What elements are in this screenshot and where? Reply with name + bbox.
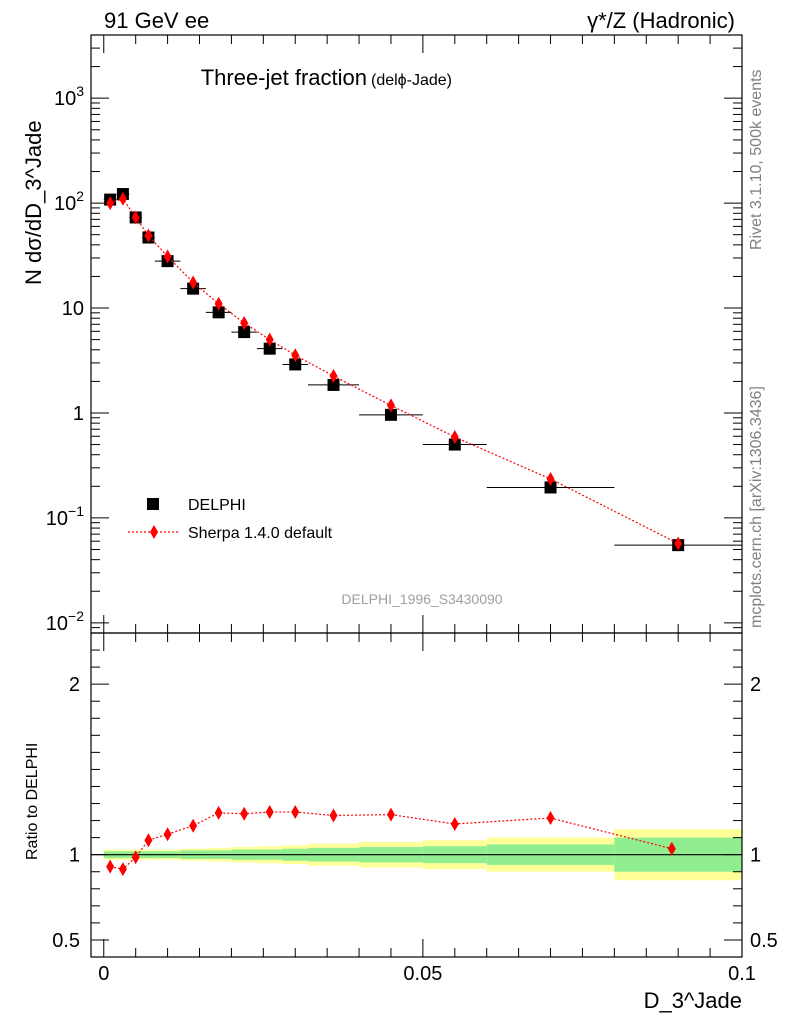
- main-y-tick-label: 102: [54, 188, 84, 215]
- ratio-y-tick-label-right: 0.5: [750, 930, 778, 952]
- ratio-sherpa-point: [291, 805, 300, 820]
- ratio-sherpa-point: [189, 818, 198, 833]
- main-y-tick-label: 10: [62, 298, 84, 320]
- ratio-sherpa-point: [214, 805, 223, 820]
- legend-marker-sherpa: [150, 525, 158, 539]
- rivet-version-label: Rivet 3.1.10, 500k events: [748, 69, 765, 250]
- legend: DELPHI Sherpa 1.4.0 default: [128, 497, 333, 542]
- sherpa-data-point: [106, 196, 115, 211]
- ratio-sherpa-point: [131, 850, 140, 865]
- sherpa-data-point: [189, 275, 198, 290]
- delphi-data-point: [212, 306, 225, 319]
- x-tick-label: 0.05: [403, 963, 442, 985]
- ratio-sherpa-point: [450, 816, 459, 831]
- main-frame: [90, 34, 743, 634]
- sherpa-data-point: [118, 191, 127, 206]
- delphi-data-point: [384, 408, 397, 421]
- sherpa-data-point: [131, 210, 140, 225]
- ratio-y-tick-label: 0.5: [52, 930, 80, 952]
- ratio-sherpa-point: [667, 841, 676, 856]
- ratio-sherpa-point: [546, 811, 555, 826]
- ratio-sherpa-point: [386, 807, 395, 822]
- legend-label-delphi: DELPHI: [188, 497, 246, 514]
- sherpa-data-point: [214, 296, 223, 311]
- ratio-y-tick-label: 1: [69, 845, 80, 867]
- ratio-x-ticks: 0 0.05 0.1: [98, 633, 756, 985]
- main-y-axis-label-text: N dσ/dD_3^Jade: [21, 120, 46, 285]
- sherpa-data-point: [291, 348, 300, 363]
- ratio-y-tick-label-right: 1: [750, 845, 761, 867]
- main-title-suffix: (delϕ-Jade): [371, 72, 452, 89]
- main-y-tick-label: 1: [73, 403, 84, 425]
- main-series: [103, 188, 742, 552]
- main-y-tick-label: 10−2: [46, 608, 84, 635]
- sherpa-data-point: [546, 471, 555, 486]
- ratio-y-axis-label: Ratio to DELPHI: [24, 743, 41, 860]
- sherpa-data-point: [144, 228, 153, 243]
- ratio-sherpa-point: [163, 827, 172, 842]
- main-y-ticks: 10−2 10−1 1 10 102 103: [46, 34, 742, 635]
- sherpa-line: [109, 198, 679, 545]
- main-panel: Three-jet fraction (delϕ-Jade) DELPHI_19…: [21, 34, 743, 635]
- header-right-label: γ*/Z (Hadronic): [587, 8, 735, 33]
- ratio-sherpa-point: [329, 808, 338, 823]
- analysis-watermark: DELPHI_1996_S3430090: [341, 591, 502, 607]
- delphi-data-point: [263, 342, 276, 355]
- mcplots-label: mcplots.cern.ch [arXiv:1306.3436]: [748, 386, 765, 628]
- sherpa-data-point: [163, 249, 172, 264]
- main-title: Three-jet fraction: [201, 65, 367, 90]
- delphi-data-point: [327, 378, 340, 391]
- header-left-label: 91 GeV ee: [104, 8, 209, 33]
- sherpa-data-point: [265, 332, 274, 347]
- ratio-y-tick-label: 2: [69, 674, 80, 696]
- ratio-sherpa-point: [106, 859, 115, 874]
- main-y-tick-label: 10−1: [46, 503, 84, 530]
- delphi-data-point: [448, 438, 461, 451]
- legend-label-sherpa: Sherpa 1.4.0 default: [188, 525, 333, 542]
- ratio-frame: [90, 632, 743, 958]
- sherpa-data-point: [674, 536, 683, 551]
- delphi-data-point: [238, 326, 251, 339]
- delphi-data-point: [544, 481, 557, 494]
- main-y-axis-label: N dσ/dD_3^Jade: [21, 120, 46, 285]
- sherpa-data-point: [450, 430, 459, 445]
- x-tick-label: 0: [98, 963, 109, 985]
- ratio-sherpa-point: [240, 806, 249, 821]
- sherpa-data-point: [386, 398, 395, 413]
- x-axis-label: D_3^Jade: [644, 988, 742, 1013]
- sherpa-data-point: [329, 369, 338, 384]
- main-y-tick-label: 103: [54, 83, 84, 110]
- ratio-sherpa-point: [144, 833, 153, 848]
- ratio-sherpa-point: [265, 805, 274, 820]
- ratio-panel: 0.5 0.5 1 1 2 2 0 0.05 0.1 Ratio to DELPHI D_3^…: [24, 632, 778, 1013]
- ratio-series: [106, 805, 676, 877]
- x-tick-label: 0.1: [728, 963, 756, 985]
- ratio-y-ticks: 0.5 0.5 1 1 2 2: [52, 632, 778, 952]
- ratio-y-tick-label-right: 2: [750, 674, 761, 696]
- main-x-ticks: [103, 35, 743, 633]
- legend-marker-delphi: [147, 498, 159, 510]
- ratio-sherpa-point: [118, 862, 127, 877]
- sherpa-data-point: [240, 316, 249, 331]
- delphi-data-point: [289, 358, 302, 371]
